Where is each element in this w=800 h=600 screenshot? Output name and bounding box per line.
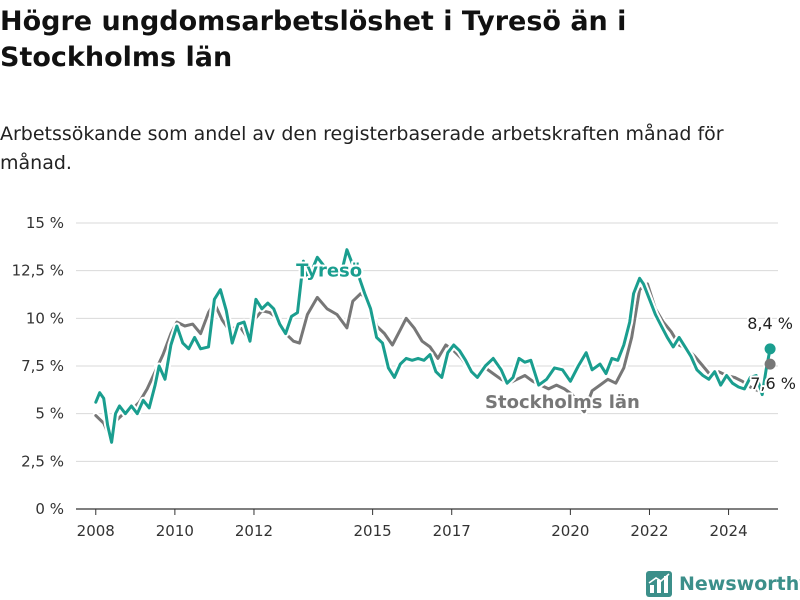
series-line-tyreso	[94, 248, 772, 444]
end-value-label-tyreso: 8,4 %	[747, 314, 793, 333]
y-tick-label: 0 %	[35, 500, 64, 518]
end-point-tyreso	[764, 343, 776, 355]
newsworthy-logo-icon	[646, 571, 672, 597]
series-lines	[92, 246, 774, 446]
end-value-label-stockholm: 7,6 %	[750, 374, 796, 393]
y-tick-label: 15 %	[26, 214, 64, 232]
y-tick-label: 2,5 %	[21, 452, 64, 470]
x-axis-ticks: 2008 2010 2012 2015 2017 2020 2022 2024	[77, 509, 748, 540]
newsworthy-logo[interactable]: Newsworthy	[646, 570, 800, 598]
x-tick-label: 2020	[551, 522, 589, 540]
x-tick-label: 2024	[709, 522, 747, 540]
x-tick-label: 2017	[433, 522, 471, 540]
y-tick-label: 5 %	[35, 405, 64, 423]
x-tick-label: 2022	[630, 522, 668, 540]
series-label-stockholm: Stockholms län	[485, 392, 640, 413]
x-tick-label: 2008	[77, 522, 115, 540]
chart-title: Högre ungdomsarbetslöshet i Tyresö än i …	[0, 6, 627, 73]
y-tick-label: 12,5 %	[12, 262, 64, 280]
gridlines	[76, 222, 778, 510]
x-tick-label: 2015	[354, 522, 392, 540]
x-tick-label: 2010	[156, 522, 194, 540]
chart-subtitle: Arbetssökande som andel av den registerb…	[0, 123, 724, 174]
x-tick-label: 2012	[235, 522, 273, 540]
y-tick-label: 10 %	[26, 309, 64, 327]
series-label-tyreso: Tyresö	[296, 261, 362, 282]
end-point-stockholm	[764, 358, 776, 370]
series-labels: Tyresö Stockholms län 8,4 % 7,6 %	[294, 259, 798, 416]
y-axis-tick-labels: 0 % 2,5 % 5 % 7,5 % 10 % 12,5 % 15 %	[12, 214, 64, 518]
y-tick-label: 7,5 %	[21, 357, 64, 375]
newsworthy-logo-text: Newsworthy	[679, 573, 800, 595]
